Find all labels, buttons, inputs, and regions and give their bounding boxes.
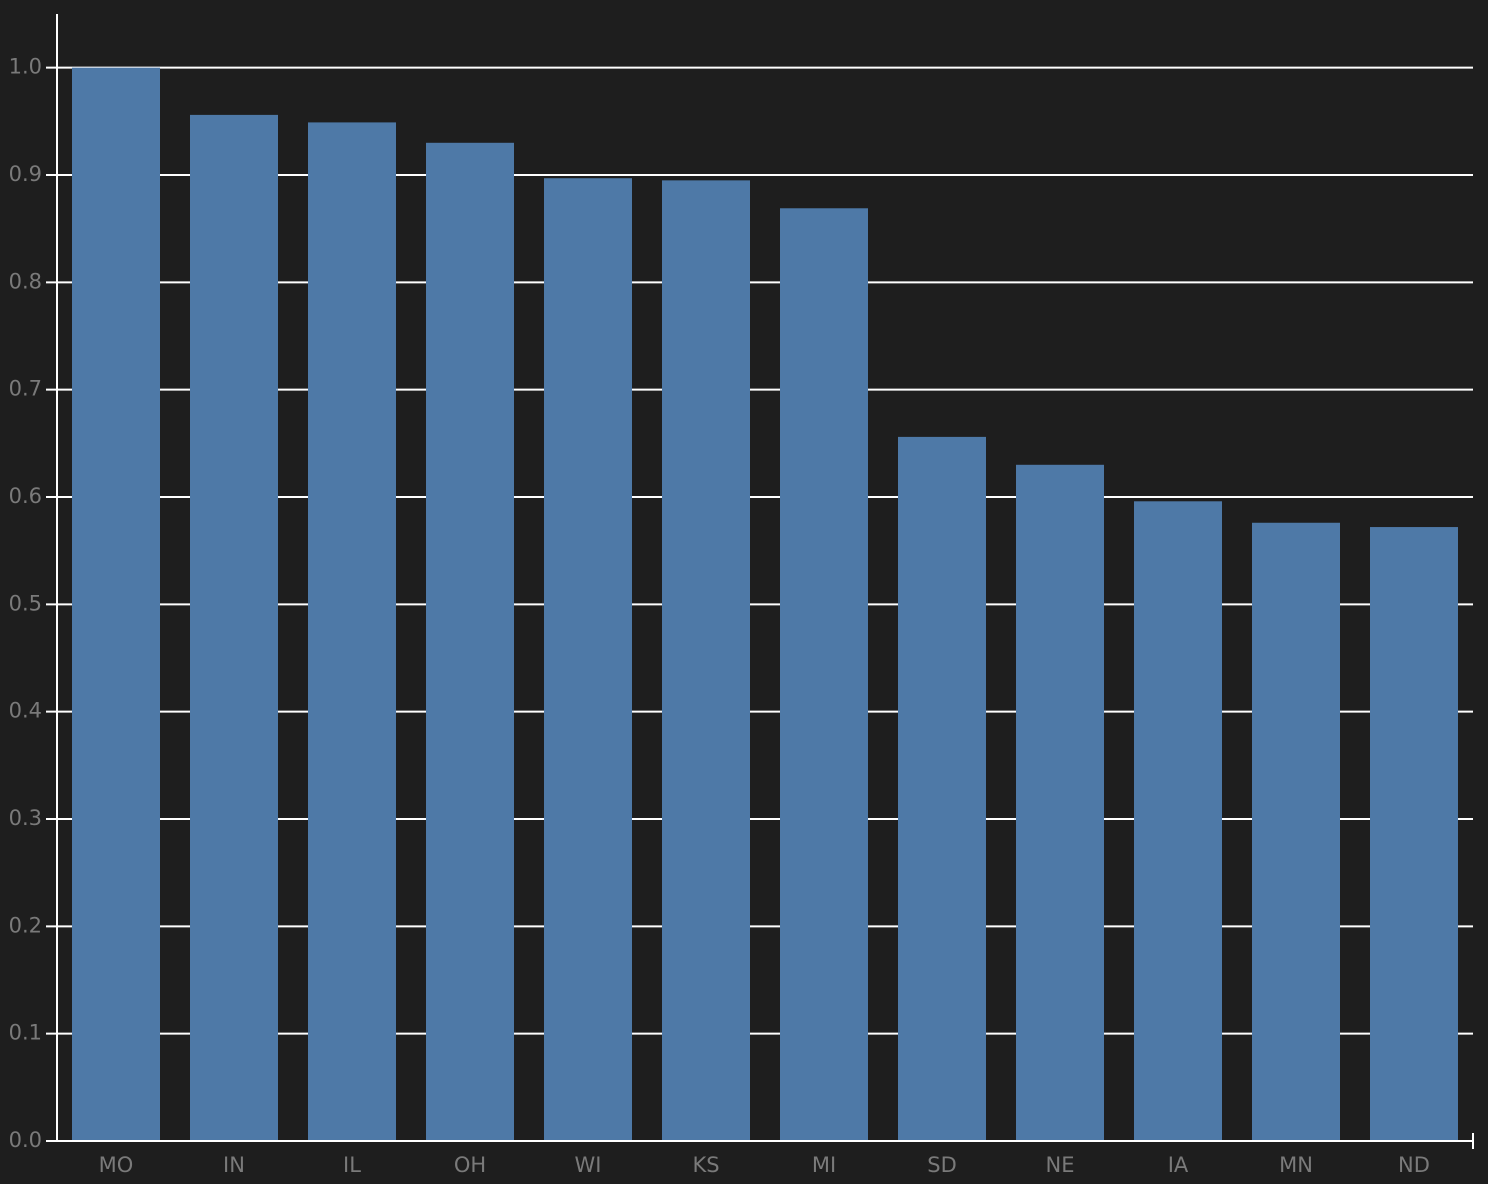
bar <box>190 114 278 1142</box>
bar <box>72 67 160 1142</box>
y-tick-label: 0.8 <box>9 269 42 293</box>
bar <box>1252 522 1340 1141</box>
y-tick-label: 0.9 <box>9 162 42 186</box>
bar <box>898 436 986 1142</box>
y-tick-label: 0.2 <box>9 913 42 937</box>
x-tick-label: IA <box>1168 1153 1189 1177</box>
x-tick-label: MN <box>1279 1153 1313 1177</box>
y-tick-label: 0.3 <box>9 806 42 830</box>
y-tick-label: 0.0 <box>9 1128 42 1152</box>
y-tick-label: 0.7 <box>9 377 42 401</box>
y-tick-label: 1.0 <box>9 55 42 79</box>
x-tick-label: OH <box>454 1153 486 1177</box>
x-tick-label: IL <box>343 1153 361 1177</box>
x-tick-label: MI <box>812 1153 836 1177</box>
x-tick-label: SD <box>927 1153 957 1177</box>
y-tick-label: 0.6 <box>9 484 42 508</box>
x-tick-label: IN <box>223 1153 245 1177</box>
y-tick-label: 0.5 <box>9 591 42 615</box>
y-tick-label: 0.4 <box>9 699 42 723</box>
bar <box>780 208 868 1142</box>
x-tick-label: NE <box>1046 1153 1075 1177</box>
bar <box>662 180 750 1141</box>
bar <box>1134 501 1222 1141</box>
y-tick-label: 0.1 <box>9 1021 42 1045</box>
x-tick-label: WI <box>575 1153 602 1177</box>
bar <box>426 142 514 1142</box>
bar <box>544 178 632 1142</box>
x-tick-label: ND <box>1398 1153 1430 1177</box>
bar <box>1016 464 1104 1141</box>
x-tick-label: MO <box>99 1153 134 1177</box>
bar <box>1370 527 1458 1141</box>
x-tick-label: KS <box>692 1153 719 1177</box>
bar <box>308 122 396 1141</box>
